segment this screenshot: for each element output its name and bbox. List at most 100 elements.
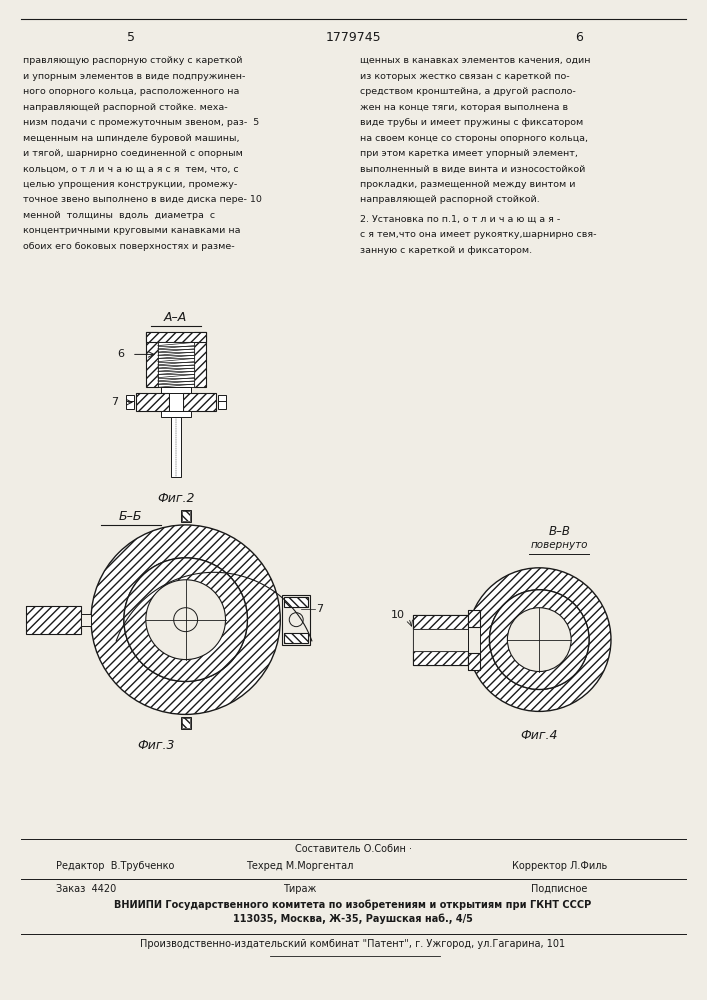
Bar [81,614,91,626]
Text: Подписное: Подписное [531,884,588,894]
Bar [284,633,308,643]
Text: 113035, Москва, Ж-35, Раушская наб., 4/5: 113035, Москва, Ж-35, Раушская наб., 4/5 [233,914,473,924]
Text: щенных в канавках элементов качения, один: щенных в канавках элементов качения, оди… [360,56,590,65]
Text: правляющую распорную стойку с кареткой: правляющую распорную стойку с кареткой [23,56,243,65]
Text: ного опорного кольца, расположенного на: ного опорного кольца, расположенного на [23,87,240,96]
Bar [413,615,467,629]
Bar [182,718,189,728]
Bar [413,615,467,665]
Text: концентричными круговыми канавками на: концентричными круговыми канавками на [23,226,241,235]
Bar [194,332,206,387]
Bar [146,332,206,342]
Bar [181,717,191,729]
Circle shape [146,580,226,660]
Text: при этом каретка имеет упорный элемент,: при этом каретка имеет упорный элемент, [360,149,578,158]
Text: 6: 6 [117,349,124,359]
Text: выполненный в виде винта и износостойкой: выполненный в виде винта и износостойкой [360,164,585,173]
Bar [467,653,479,670]
Text: 6: 6 [575,31,583,44]
Bar [170,417,181,477]
Bar [284,597,308,607]
Bar [218,395,226,403]
Bar [169,393,182,411]
Bar [182,393,216,411]
Text: Б–Б: Б–Б [119,510,143,523]
Text: Производственно-издательский комбинат "Патент", г. Ужгород, ул.Гагарина, 101: Производственно-издательский комбинат "П… [141,939,566,949]
Bar [126,395,134,403]
Bar [182,718,189,728]
Text: 5: 5 [127,31,135,44]
Circle shape [489,590,589,689]
Text: занную с кареткой и фиксатором.: занную с кареткой и фиксатором. [360,246,532,255]
Bar [26,606,81,634]
Bar [182,393,216,411]
Text: Корректор Л.Филь: Корректор Л.Филь [512,861,607,871]
Text: жен на конце тяги, которая выполнена в: жен на конце тяги, которая выполнена в [360,103,568,112]
Bar [467,610,479,627]
Text: на своем конце со стороны опорного кольца,: на своем конце со стороны опорного кольц… [360,134,588,143]
Bar [282,595,310,645]
Text: Заказ  4420: Заказ 4420 [56,884,117,894]
Text: мещенным на шпинделе буровой машины,: мещенным на шпинделе буровой машины, [23,134,240,143]
Text: направляющей распорной стойке. меха-: направляющей распорной стойке. меха- [23,103,228,112]
Circle shape [174,608,198,632]
Bar [181,510,191,522]
Text: средством кронштейна, а другой располо-: средством кронштейна, а другой располо- [360,87,575,96]
Text: кольцом, о т л и ч а ю щ а я с я  тем, что, с: кольцом, о т л и ч а ю щ а я с я тем, чт… [23,164,239,173]
Circle shape [508,608,571,672]
Bar [126,401,134,409]
Text: 7: 7 [316,604,323,614]
Text: менной  толщины  вдоль  диаметра  с: менной толщины вдоль диаметра с [23,211,216,220]
Text: точное звено выполнено в виде диска пере- 10: точное звено выполнено в виде диска пере… [23,195,262,204]
Circle shape [289,613,303,627]
Circle shape [124,558,247,681]
Text: целью упрощения конструкции, промежу-: целью упрощения конструкции, промежу- [23,180,238,189]
Text: повернуто: повернуто [530,540,588,550]
Text: направляющей распорной стойкой.: направляющей распорной стойкой. [360,195,539,204]
Bar [160,411,191,417]
Bar [182,511,189,521]
Text: виде трубы и имеет пружины с фиксатором: виде трубы и имеет пружины с фиксатором [360,118,583,127]
Bar [146,332,158,387]
Text: Техред М.Моргентал: Техред М.Моргентал [247,861,354,871]
Text: Редактор  В.Трубченко: Редактор В.Трубченко [56,861,175,871]
Text: ВНИИПИ Государственного комитета по изобретениям и открытиям при ГКНТ СССР: ВНИИПИ Государственного комитета по изоб… [115,900,592,910]
Bar [467,610,479,670]
Circle shape [467,568,611,711]
Text: с я тем,что она имеет рукоятку,шарнирно свя-: с я тем,что она имеет рукоятку,шарнирно … [360,230,597,239]
Bar [284,597,308,607]
Bar [182,511,189,521]
Text: Тираж: Тираж [284,884,317,894]
Bar [467,653,479,670]
Bar [146,332,158,387]
Text: 10: 10 [391,610,405,620]
Circle shape [124,558,247,681]
Text: Составитель О.Собин ·: Составитель О.Собин · [295,844,411,854]
Bar [413,615,467,629]
Bar [26,606,81,634]
Text: и тягой, шарнирно соединенной с опорным: и тягой, шарнирно соединенной с опорным [23,149,243,158]
Bar [413,651,467,665]
Text: прокладки, размещенной между винтом и: прокладки, размещенной между винтом и [360,180,575,189]
Text: 7: 7 [111,397,118,407]
Text: 2. Установка по п.1, о т л и ч а ю щ а я -: 2. Установка по п.1, о т л и ч а ю щ а я… [360,215,560,224]
Text: Фиг.4: Фиг.4 [520,729,558,742]
Text: А–А: А–А [164,311,187,324]
Text: обоих его боковых поверхностях и разме-: обоих его боковых поверхностях и разме- [23,242,235,251]
Text: В–В: В–В [548,525,570,538]
Bar [467,610,479,627]
Circle shape [91,525,280,714]
Bar [146,332,206,342]
Text: Фиг.2: Фиг.2 [157,492,194,505]
Bar [284,633,308,643]
Bar [218,401,226,409]
Circle shape [489,590,589,689]
Text: 1779745: 1779745 [325,31,381,44]
Bar [160,387,191,393]
Text: низм подачи с промежуточным звеном, раз-  5: низм подачи с промежуточным звеном, раз-… [23,118,259,127]
Bar [413,629,467,651]
Text: из которых жестко связан с кареткой по-: из которых жестко связан с кареткой по- [360,72,570,81]
Bar [136,393,169,411]
Bar [158,342,194,387]
Text: и упорным элементов в виде подпружинен-: и упорным элементов в виде подпружинен- [23,72,245,81]
